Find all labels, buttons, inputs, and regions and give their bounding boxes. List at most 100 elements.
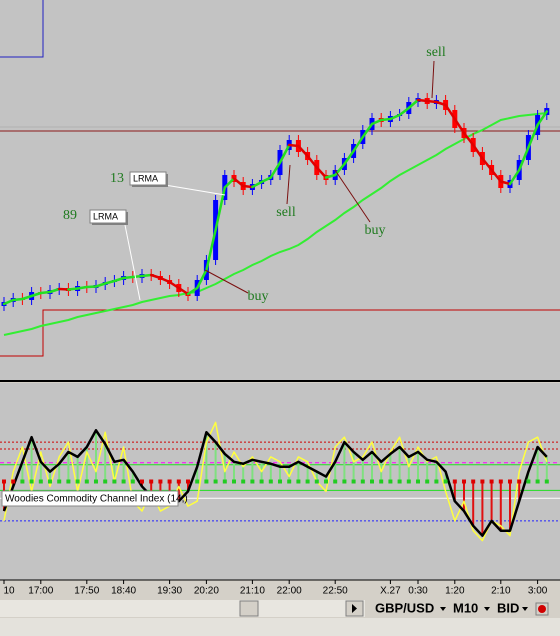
annotation-pointer bbox=[286, 164, 291, 205]
trend-dot bbox=[452, 479, 457, 484]
histogram-bar bbox=[518, 481, 521, 502]
fast-ma-segment bbox=[232, 177, 245, 188]
trend-dot bbox=[517, 479, 522, 484]
fast-ma-segment bbox=[499, 180, 512, 186]
status-bar bbox=[0, 618, 560, 636]
arrow-icon bbox=[352, 604, 357, 613]
histogram-bar bbox=[49, 471, 51, 482]
fast-ma-segment bbox=[453, 117, 466, 135]
annotation: sell bbox=[426, 45, 446, 60]
annotation: buy bbox=[248, 289, 269, 304]
trend-dot bbox=[314, 479, 319, 484]
fast-ma-segment bbox=[131, 274, 144, 279]
histogram-bar bbox=[30, 437, 33, 482]
histogram-bar bbox=[58, 463, 61, 482]
trend-dot bbox=[278, 479, 282, 484]
trend-dot bbox=[305, 479, 310, 484]
indicator-line bbox=[2, 429, 548, 537]
indicator-label-box bbox=[1, 490, 179, 507]
symbol-select[interactable]: GBP/USD bbox=[375, 600, 434, 615]
trend-dot bbox=[268, 479, 273, 484]
trend-dot bbox=[324, 479, 328, 484]
fast-ma-segment bbox=[103, 279, 116, 285]
fast-ma-segment bbox=[67, 287, 79, 291]
fast-ma-segment bbox=[57, 287, 70, 291]
histogram-bar bbox=[407, 456, 410, 482]
histogram-bar bbox=[187, 481, 189, 492]
trend-dot bbox=[213, 479, 218, 484]
trend-dot bbox=[544, 479, 549, 484]
histogram-bar bbox=[122, 459, 125, 482]
trend-dot bbox=[434, 479, 439, 484]
trend-dot bbox=[526, 479, 531, 484]
fast-ma-segment bbox=[462, 131, 475, 147]
histogram-bar bbox=[76, 456, 79, 482]
fast-ma-segment bbox=[471, 143, 484, 160]
histogram-bar bbox=[527, 471, 530, 482]
histogram-bar bbox=[398, 447, 401, 482]
fast-ma-segment bbox=[122, 275, 135, 280]
histogram-bar bbox=[481, 481, 484, 536]
ma-label-box bbox=[129, 171, 167, 186]
fast-ma-segment bbox=[379, 117, 392, 122]
histogram-bar bbox=[297, 461, 300, 482]
dropdown-icon bbox=[522, 607, 528, 611]
scroll-thumb[interactable] bbox=[239, 600, 259, 617]
fast-ma-segment bbox=[361, 122, 374, 139]
fast-ma-segment bbox=[324, 173, 337, 179]
slow-ma-line bbox=[3, 112, 547, 336]
fast-ma-segment bbox=[508, 168, 521, 186]
fast-ma-segment bbox=[76, 285, 89, 290]
x-tick-label: 22:50 bbox=[323, 586, 348, 597]
fast-ma-segment bbox=[159, 276, 171, 284]
fast-ma-segment bbox=[425, 99, 438, 104]
histogram-bar bbox=[288, 466, 291, 482]
ma-label: LRMA bbox=[133, 173, 158, 183]
fast-ma-segment bbox=[205, 228, 217, 272]
fast-ma-segment bbox=[260, 176, 273, 184]
trend-dot bbox=[287, 479, 292, 484]
histogram-bar bbox=[233, 461, 235, 482]
ma-label: LRMA bbox=[93, 211, 118, 221]
histogram-bar bbox=[536, 447, 539, 482]
annotation: sell bbox=[276, 205, 296, 220]
histogram-bar bbox=[435, 461, 438, 482]
trend-dot bbox=[379, 479, 384, 484]
annotation-pointer bbox=[334, 169, 371, 223]
histogram-bar bbox=[325, 476, 327, 482]
histogram-bar bbox=[499, 481, 502, 531]
trend-dot bbox=[222, 479, 227, 484]
trend-dot bbox=[66, 479, 71, 484]
trend-dot bbox=[250, 479, 255, 484]
trend-dot bbox=[176, 479, 181, 484]
price-select[interactable]: BID bbox=[497, 600, 519, 615]
trend-dot bbox=[471, 479, 476, 484]
trend-dot bbox=[443, 479, 448, 484]
trend-dot bbox=[462, 479, 466, 484]
histogram-bar bbox=[315, 471, 318, 482]
annotation: buy bbox=[365, 223, 386, 238]
trend-dot bbox=[259, 479, 264, 484]
trend-dot bbox=[158, 479, 163, 484]
x-tick-label: 17:00 bbox=[28, 586, 53, 597]
fast-ma-segment bbox=[186, 286, 199, 296]
histogram-bar bbox=[150, 481, 153, 497]
period-select[interactable]: M10 bbox=[453, 600, 478, 615]
drawn-box bbox=[0, 0, 44, 58]
trend-dot bbox=[167, 479, 172, 484]
trend-dot bbox=[406, 479, 411, 484]
histogram-bar bbox=[389, 453, 392, 482]
dropdown-icon bbox=[440, 607, 446, 611]
trend-dot bbox=[149, 479, 154, 484]
fast-ma-segment bbox=[435, 100, 447, 107]
histogram-bar bbox=[334, 461, 337, 482]
scrollbar[interactable] bbox=[0, 600, 365, 617]
fast-ma-segment bbox=[315, 166, 328, 179]
fast-ma-segment bbox=[223, 177, 236, 189]
trend-dot bbox=[360, 479, 365, 484]
trend-dot bbox=[11, 479, 16, 484]
annotation-pointer bbox=[204, 269, 249, 294]
histogram-bar bbox=[352, 451, 355, 482]
fast-ma-segment bbox=[251, 180, 263, 189]
